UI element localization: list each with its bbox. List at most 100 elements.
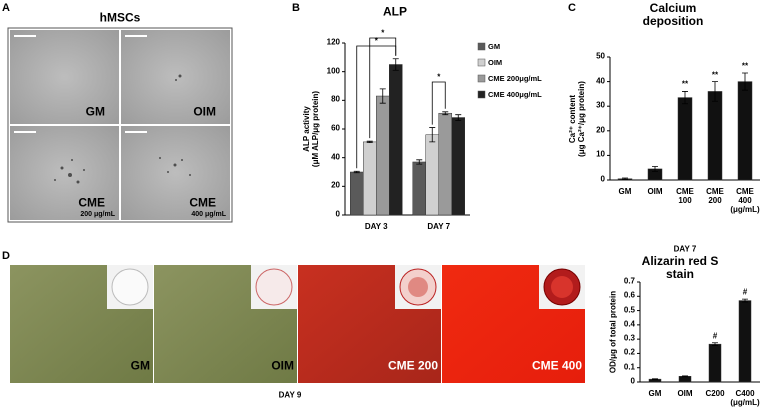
y-tick-label: 0.4 — [623, 319, 635, 329]
y-tick-label: 60 — [331, 123, 340, 133]
x-tick-label: CME 400 (μg/mL) — [730, 187, 760, 214]
image-label: GM — [130, 358, 150, 373]
panel-title: hMSCs — [99, 10, 141, 25]
error-bar — [712, 81, 718, 102]
y-tick-label: 40 — [596, 76, 605, 86]
significance-mark: # — [742, 287, 748, 297]
bar — [425, 134, 439, 216]
panel-letter: D — [2, 249, 10, 262]
image-label: CME 200 — [387, 358, 438, 373]
chart-title: Alizarin red S stain — [641, 253, 719, 281]
image-label: OIM — [271, 358, 294, 373]
x-tick-label: C400 (μg/mL) — [730, 389, 760, 407]
bar — [350, 171, 364, 216]
y-tick-label: 0.1 — [623, 362, 635, 372]
significance-mark: * — [381, 28, 385, 38]
y-axis-label: ALP activity (μM ALP/μg protein) — [302, 90, 320, 168]
error-bar — [712, 342, 718, 346]
legend-swatch — [477, 42, 486, 51]
image-sublabel: 200 μg/mL — [80, 211, 115, 219]
legend-label: OIM — [488, 57, 503, 67]
chart-title: ALP — [383, 4, 407, 19]
x-tick-label: DAY 3 — [364, 222, 388, 231]
panel-caption: DAY 9 — [278, 390, 302, 400]
error-bar — [366, 140, 373, 144]
bar — [389, 64, 403, 216]
x-axis-label: DAY 7 — [673, 244, 697, 254]
error-bar — [455, 114, 462, 121]
x-tick-label: DAY 7 — [427, 222, 451, 231]
panel-a-images — [7, 27, 233, 223]
significance-bracket — [431, 81, 446, 125]
bar — [412, 161, 426, 216]
chart-title: Calcium deposition — [642, 0, 704, 28]
x-tick-label: C200 — [705, 389, 725, 398]
x-tick-label: CME 200 — [706, 187, 724, 205]
y-tick-label: 0.2 — [623, 348, 635, 358]
error-bar — [682, 91, 688, 105]
error-bar — [379, 88, 386, 104]
bar — [737, 81, 753, 181]
error-bar — [442, 111, 449, 116]
significance-bracket — [369, 37, 397, 139]
image-sublabel: 400 μg/mL — [191, 211, 226, 219]
y-tick-label: 20 — [596, 125, 605, 135]
y-tick-label: 20 — [331, 180, 340, 190]
error-bar — [652, 166, 658, 172]
error-bar — [353, 170, 360, 174]
image-label: CME — [189, 195, 216, 210]
y-tick-label: 30 — [596, 100, 605, 110]
y-tick-label: 0.7 — [623, 276, 635, 286]
legend-swatch — [477, 58, 486, 67]
bar — [451, 117, 465, 216]
y-tick-label: 0 — [630, 376, 635, 386]
image-label: CME 400 — [531, 358, 582, 373]
panel-letter: A — [2, 1, 10, 14]
legend-label: CME 200μg/mL — [488, 73, 542, 83]
panel-letter: B — [292, 1, 300, 14]
significance-mark: ** — [681, 80, 689, 90]
y-axis-label: OD/μg of total protein — [608, 290, 618, 374]
x-tick-label: GM — [648, 389, 662, 398]
x-tick-label: GM — [618, 187, 632, 196]
y-tick-label: 50 — [596, 51, 605, 61]
x-tick-label: CME 100 — [676, 187, 694, 205]
significance-mark: ** — [741, 61, 749, 71]
bar — [708, 343, 722, 383]
error-bar — [622, 177, 628, 180]
bar — [438, 112, 452, 216]
error-bar — [742, 298, 748, 303]
image-label: OIM — [193, 104, 216, 119]
y-tick-label: 80 — [331, 94, 340, 104]
bar — [678, 376, 692, 383]
y-tick-label: 0.5 — [623, 305, 635, 315]
x-tick-label: OIM — [677, 389, 693, 398]
panel-d-images — [10, 265, 585, 383]
bar — [363, 141, 377, 216]
y-tick-label: 10 — [596, 149, 605, 159]
bar — [707, 91, 723, 181]
significance-mark: * — [374, 36, 378, 46]
error-bar — [392, 58, 399, 71]
y-axis-label: Ca²⁺ content (μg Ca²⁺/μg protein) — [568, 80, 586, 157]
error-bar — [652, 378, 658, 380]
bar — [677, 97, 693, 181]
legend-label: CME 400μg/mL — [488, 89, 542, 99]
panel-letter: C — [568, 1, 576, 14]
error-bar — [429, 127, 436, 143]
legend-swatch — [477, 74, 486, 83]
error-bar — [742, 72, 748, 91]
error-bar — [682, 375, 688, 378]
bar — [738, 300, 752, 383]
legend-label: GM — [488, 41, 501, 51]
significance-mark: # — [712, 331, 718, 341]
error-bar — [416, 159, 423, 165]
y-tick-label: 120 — [326, 37, 340, 47]
bar — [376, 95, 390, 216]
significance-mark: * — [437, 72, 441, 82]
significance-mark: ** — [711, 70, 719, 80]
y-tick-label: 0.6 — [623, 290, 635, 300]
y-tick-label: 0.3 — [623, 333, 635, 343]
